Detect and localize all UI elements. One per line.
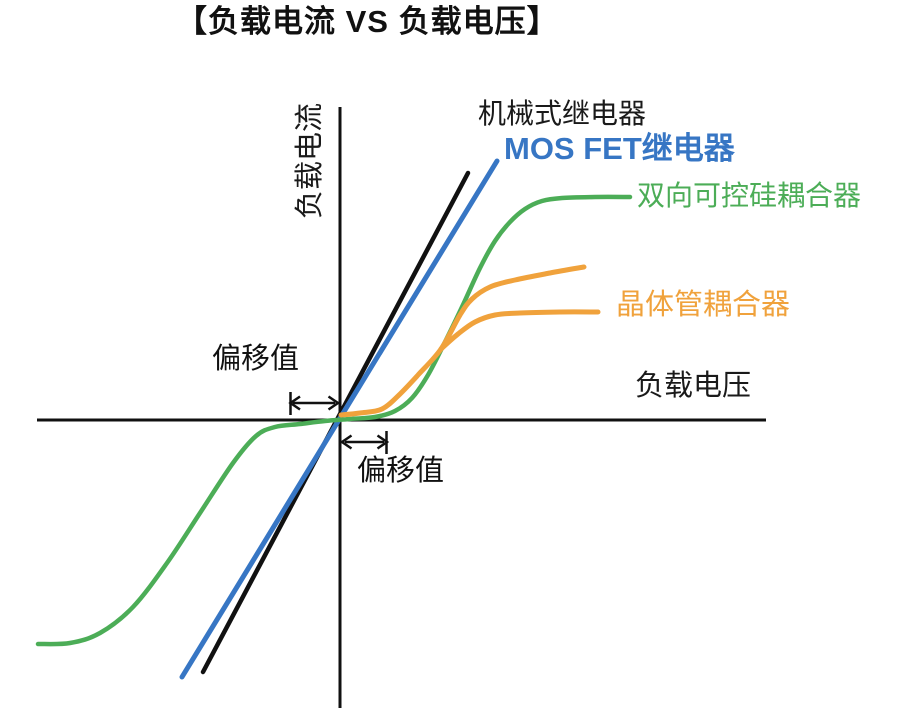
- offset-arrow-right-head-right: [376, 434, 390, 450]
- data-curves: [35, 158, 633, 680]
- x-axis-label: 负载电压: [635, 370, 752, 402]
- curve-transistor-coupler-branch-1: [438, 309, 601, 352]
- offset-arrow-left-head-left: [288, 395, 301, 411]
- offset-arrow-right-head-left: [339, 434, 353, 450]
- y-axis-label: 负载电流: [294, 102, 327, 220]
- offset-annotation-left: 偏移值: [212, 343, 300, 375]
- chart-title: 【负载电流 VS 负载电压】: [176, 4, 559, 39]
- offset-annotation-right: 偏移值: [357, 455, 445, 487]
- series-label-mosfet-relay: MOS FET继电器: [504, 131, 735, 166]
- series-label-transistor-coupler: 晶体管耦合器: [616, 289, 791, 321]
- offset-arrow-right: [339, 431, 390, 454]
- series-label-mechanical-relay: 机械式继电器: [478, 98, 647, 129]
- curve-transistor-coupler: [338, 264, 587, 418]
- series-label-triac-coupler: 双向可控硅耦合器: [637, 180, 862, 211]
- curve-triac-coupler: [35, 194, 633, 647]
- axes: [37, 107, 766, 708]
- offset-arrow-left: [288, 392, 341, 415]
- offset-arrow-left-head-right: [327, 395, 341, 411]
